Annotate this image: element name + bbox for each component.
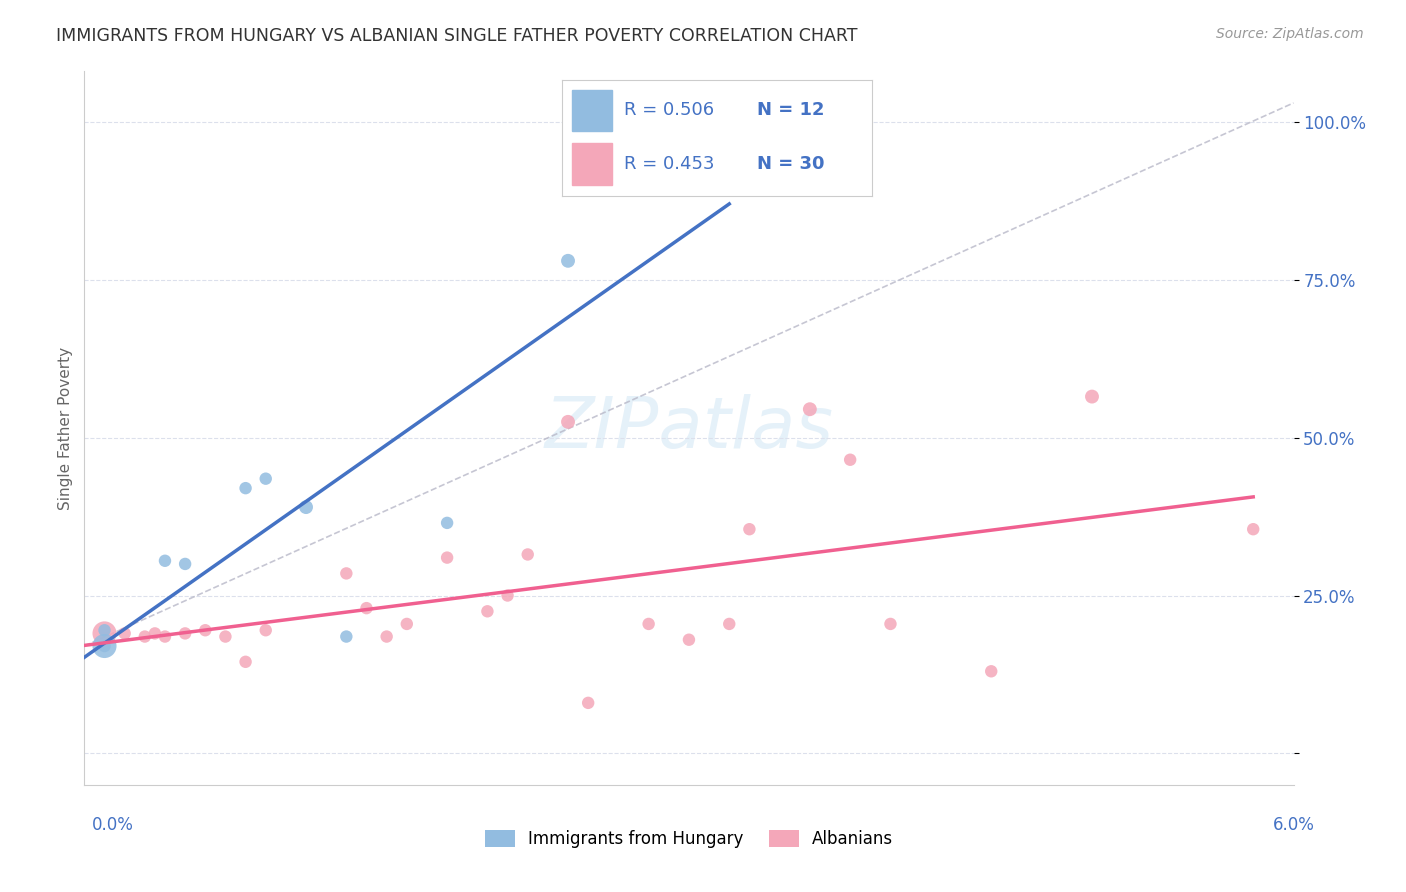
Text: 0.0%: 0.0%	[91, 816, 134, 834]
Point	[214, 630, 236, 644]
Point	[436, 550, 458, 565]
Point	[678, 632, 700, 647]
Text: Source: ZipAtlas.com: Source: ZipAtlas.com	[1216, 27, 1364, 41]
Point	[799, 402, 821, 417]
Point	[335, 566, 357, 581]
Point	[557, 415, 579, 429]
Point	[194, 624, 217, 638]
Bar	[572, 143, 612, 185]
Point	[134, 630, 156, 644]
Point	[93, 639, 115, 653]
Text: R = 0.453: R = 0.453	[624, 155, 714, 173]
Point	[93, 639, 115, 653]
Text: ZIPatlas: ZIPatlas	[544, 393, 834, 463]
Point	[174, 626, 197, 640]
Point	[436, 516, 458, 530]
Point	[477, 604, 499, 618]
Point	[1081, 390, 1104, 404]
Bar	[572, 89, 612, 131]
Text: N = 12: N = 12	[758, 102, 825, 120]
Point	[93, 626, 115, 640]
Point	[557, 253, 579, 268]
Point	[235, 481, 257, 495]
Point	[93, 624, 115, 638]
Point	[153, 554, 176, 568]
Point	[375, 630, 398, 644]
Point	[295, 500, 318, 514]
Point	[637, 616, 659, 631]
Text: IMMIGRANTS FROM HUNGARY VS ALBANIAN SINGLE FATHER POVERTY CORRELATION CHART: IMMIGRANTS FROM HUNGARY VS ALBANIAN SING…	[56, 27, 858, 45]
Point	[516, 548, 538, 562]
Point	[114, 626, 136, 640]
Text: 6.0%: 6.0%	[1272, 816, 1315, 834]
Point	[335, 630, 357, 644]
Point	[839, 452, 862, 467]
Point	[496, 589, 519, 603]
Point	[395, 616, 418, 631]
Point	[718, 140, 741, 154]
Point	[174, 557, 197, 571]
Point	[153, 630, 176, 644]
Y-axis label: Single Father Poverty: Single Father Poverty	[58, 347, 73, 509]
Legend: Immigrants from Hungary, Albanians: Immigrants from Hungary, Albanians	[478, 823, 900, 855]
Text: N = 30: N = 30	[758, 155, 825, 173]
Point	[879, 616, 901, 631]
Point	[254, 624, 277, 638]
Point	[143, 626, 166, 640]
Point	[356, 601, 378, 615]
Point	[718, 616, 741, 631]
Point	[980, 665, 1002, 679]
Point	[254, 472, 277, 486]
Text: R = 0.506: R = 0.506	[624, 102, 714, 120]
Point	[576, 696, 599, 710]
Point	[235, 655, 257, 669]
Point	[1241, 522, 1264, 536]
Point	[738, 522, 761, 536]
